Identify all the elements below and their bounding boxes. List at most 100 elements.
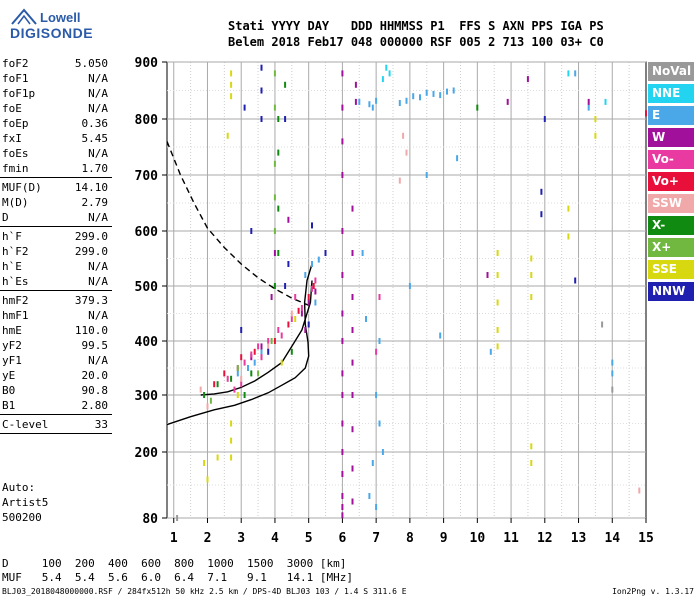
legend-item-x-: X-	[648, 216, 694, 235]
param-name: hmF2	[2, 294, 29, 307]
echo-point-sse	[530, 255, 533, 262]
echo-point-e	[371, 460, 374, 466]
echo-point-sse	[226, 132, 229, 139]
echo-point-w	[351, 205, 354, 212]
echo-point-x-	[273, 104, 276, 111]
echo-point-e	[311, 261, 313, 267]
echo-point-e	[375, 97, 378, 104]
header-line1: Stati YYYY DAY DDD HHMMSS P1 FFS S AXN P…	[228, 19, 604, 33]
echo-point-x-	[277, 116, 280, 122]
param-row: hmF1 N/A	[2, 308, 108, 323]
param-value: 33	[94, 418, 108, 431]
echo-point-nnw	[260, 116, 263, 122]
echo-point-vo-	[300, 305, 303, 311]
x-tick-label: 7	[372, 531, 380, 546]
echo-point-sse	[230, 81, 233, 88]
echo-point-sse	[206, 476, 209, 483]
param-separator	[0, 290, 112, 291]
param-row: B0 90.8	[2, 383, 108, 398]
muf-table-d-row: D 100 200 400 600 800 1000 1500 3000 [km…	[2, 557, 347, 570]
param-value: N/A	[88, 102, 108, 115]
legend-item-noval: NoVal	[648, 62, 694, 81]
echo-point-w	[341, 512, 344, 519]
echo-point-e	[408, 283, 411, 289]
y-tick-label: 200	[135, 446, 159, 461]
echo-point-nnw	[311, 222, 313, 229]
echo-point-vo-	[240, 381, 243, 388]
echo-point-vo-	[294, 294, 297, 300]
echo-point-w	[354, 98, 357, 105]
echo-point-x-	[273, 228, 276, 234]
x-tick-label: 9	[440, 531, 448, 546]
x-tick-label: 12	[537, 531, 553, 546]
x-tick-label: 14	[604, 531, 620, 546]
note-line2: Artist5	[2, 496, 49, 509]
echo-point-w	[341, 392, 344, 398]
echo-point-w	[341, 310, 344, 317]
param-value: 379.3	[74, 294, 108, 307]
echo-point-e	[317, 256, 320, 263]
param-separator	[0, 226, 112, 227]
echo-point-nnw	[284, 116, 287, 122]
param-value: 299.0	[74, 245, 108, 258]
param-row: C-level 33	[2, 417, 108, 432]
echo-point-sse	[230, 454, 233, 461]
param-row: fmin 1.70	[2, 161, 108, 176]
antenna-icon	[11, 8, 37, 25]
echo-point-e	[253, 359, 256, 366]
echo-point-e	[314, 299, 317, 306]
file-info: BLJ03_2018048000000.RSF / 284fx512h 50 k…	[2, 587, 407, 596]
echo-point-e	[398, 100, 401, 106]
echo-point-x-	[277, 205, 280, 212]
echo-point-w	[341, 493, 344, 499]
echo-point-x-	[273, 194, 276, 201]
legend-item-nne: NNE	[648, 84, 694, 103]
param-separator	[0, 433, 112, 434]
echo-point-x-	[277, 250, 280, 256]
note-line1: Auto:	[2, 481, 36, 494]
param-name: h`F	[2, 230, 22, 243]
echo-point-w	[506, 98, 509, 105]
param-row: h`E N/A	[2, 259, 108, 274]
param-name: B1	[2, 399, 16, 412]
param-row: foF2 5.050	[2, 56, 108, 71]
param-name: fxI	[2, 132, 22, 145]
echo-point-w	[341, 338, 344, 344]
echo-point-vo-	[257, 343, 260, 350]
param-name: B0	[2, 384, 16, 397]
param-name: D	[2, 211, 9, 224]
echo-point-w	[341, 228, 344, 234]
echo-point-noval	[611, 386, 614, 393]
echo-point-w	[351, 498, 354, 505]
legend-item-vo-: Vo-	[648, 150, 694, 169]
echo-point-sse	[230, 437, 233, 444]
echo-point-nne	[385, 64, 388, 71]
param-row: yF1 N/A	[2, 353, 108, 368]
echo-point-sse	[236, 392, 239, 398]
echo-point-vo-	[645, 110, 647, 117]
echo-point-x-	[270, 338, 273, 344]
echo-point-sse	[594, 116, 597, 122]
param-value: 99.5	[81, 339, 109, 352]
echo-point-sse	[530, 460, 533, 466]
echo-point-w	[341, 138, 344, 145]
echo-point-nnw	[543, 116, 546, 122]
echo-point-sse	[496, 299, 499, 306]
param-value: 90.8	[81, 384, 109, 397]
x-tick-label: 3	[237, 531, 245, 546]
echo-point-w	[351, 327, 354, 333]
echo-point-w	[486, 272, 489, 278]
echo-point-nnw	[574, 277, 577, 284]
param-row: hmE 110.0	[2, 323, 108, 338]
param-row: M(D) 2.79	[2, 195, 108, 210]
echo-point-e	[412, 93, 415, 100]
echo-point-e	[375, 392, 378, 398]
echo-point-nne	[604, 98, 607, 105]
echo-point-e	[611, 370, 614, 377]
param-name: foE	[2, 102, 22, 115]
echo-point-w	[300, 310, 303, 317]
y-tick-label: 700	[135, 169, 159, 184]
echo-point-sse	[216, 454, 219, 461]
param-name: yF1	[2, 354, 22, 367]
echo-point-e	[368, 101, 371, 108]
